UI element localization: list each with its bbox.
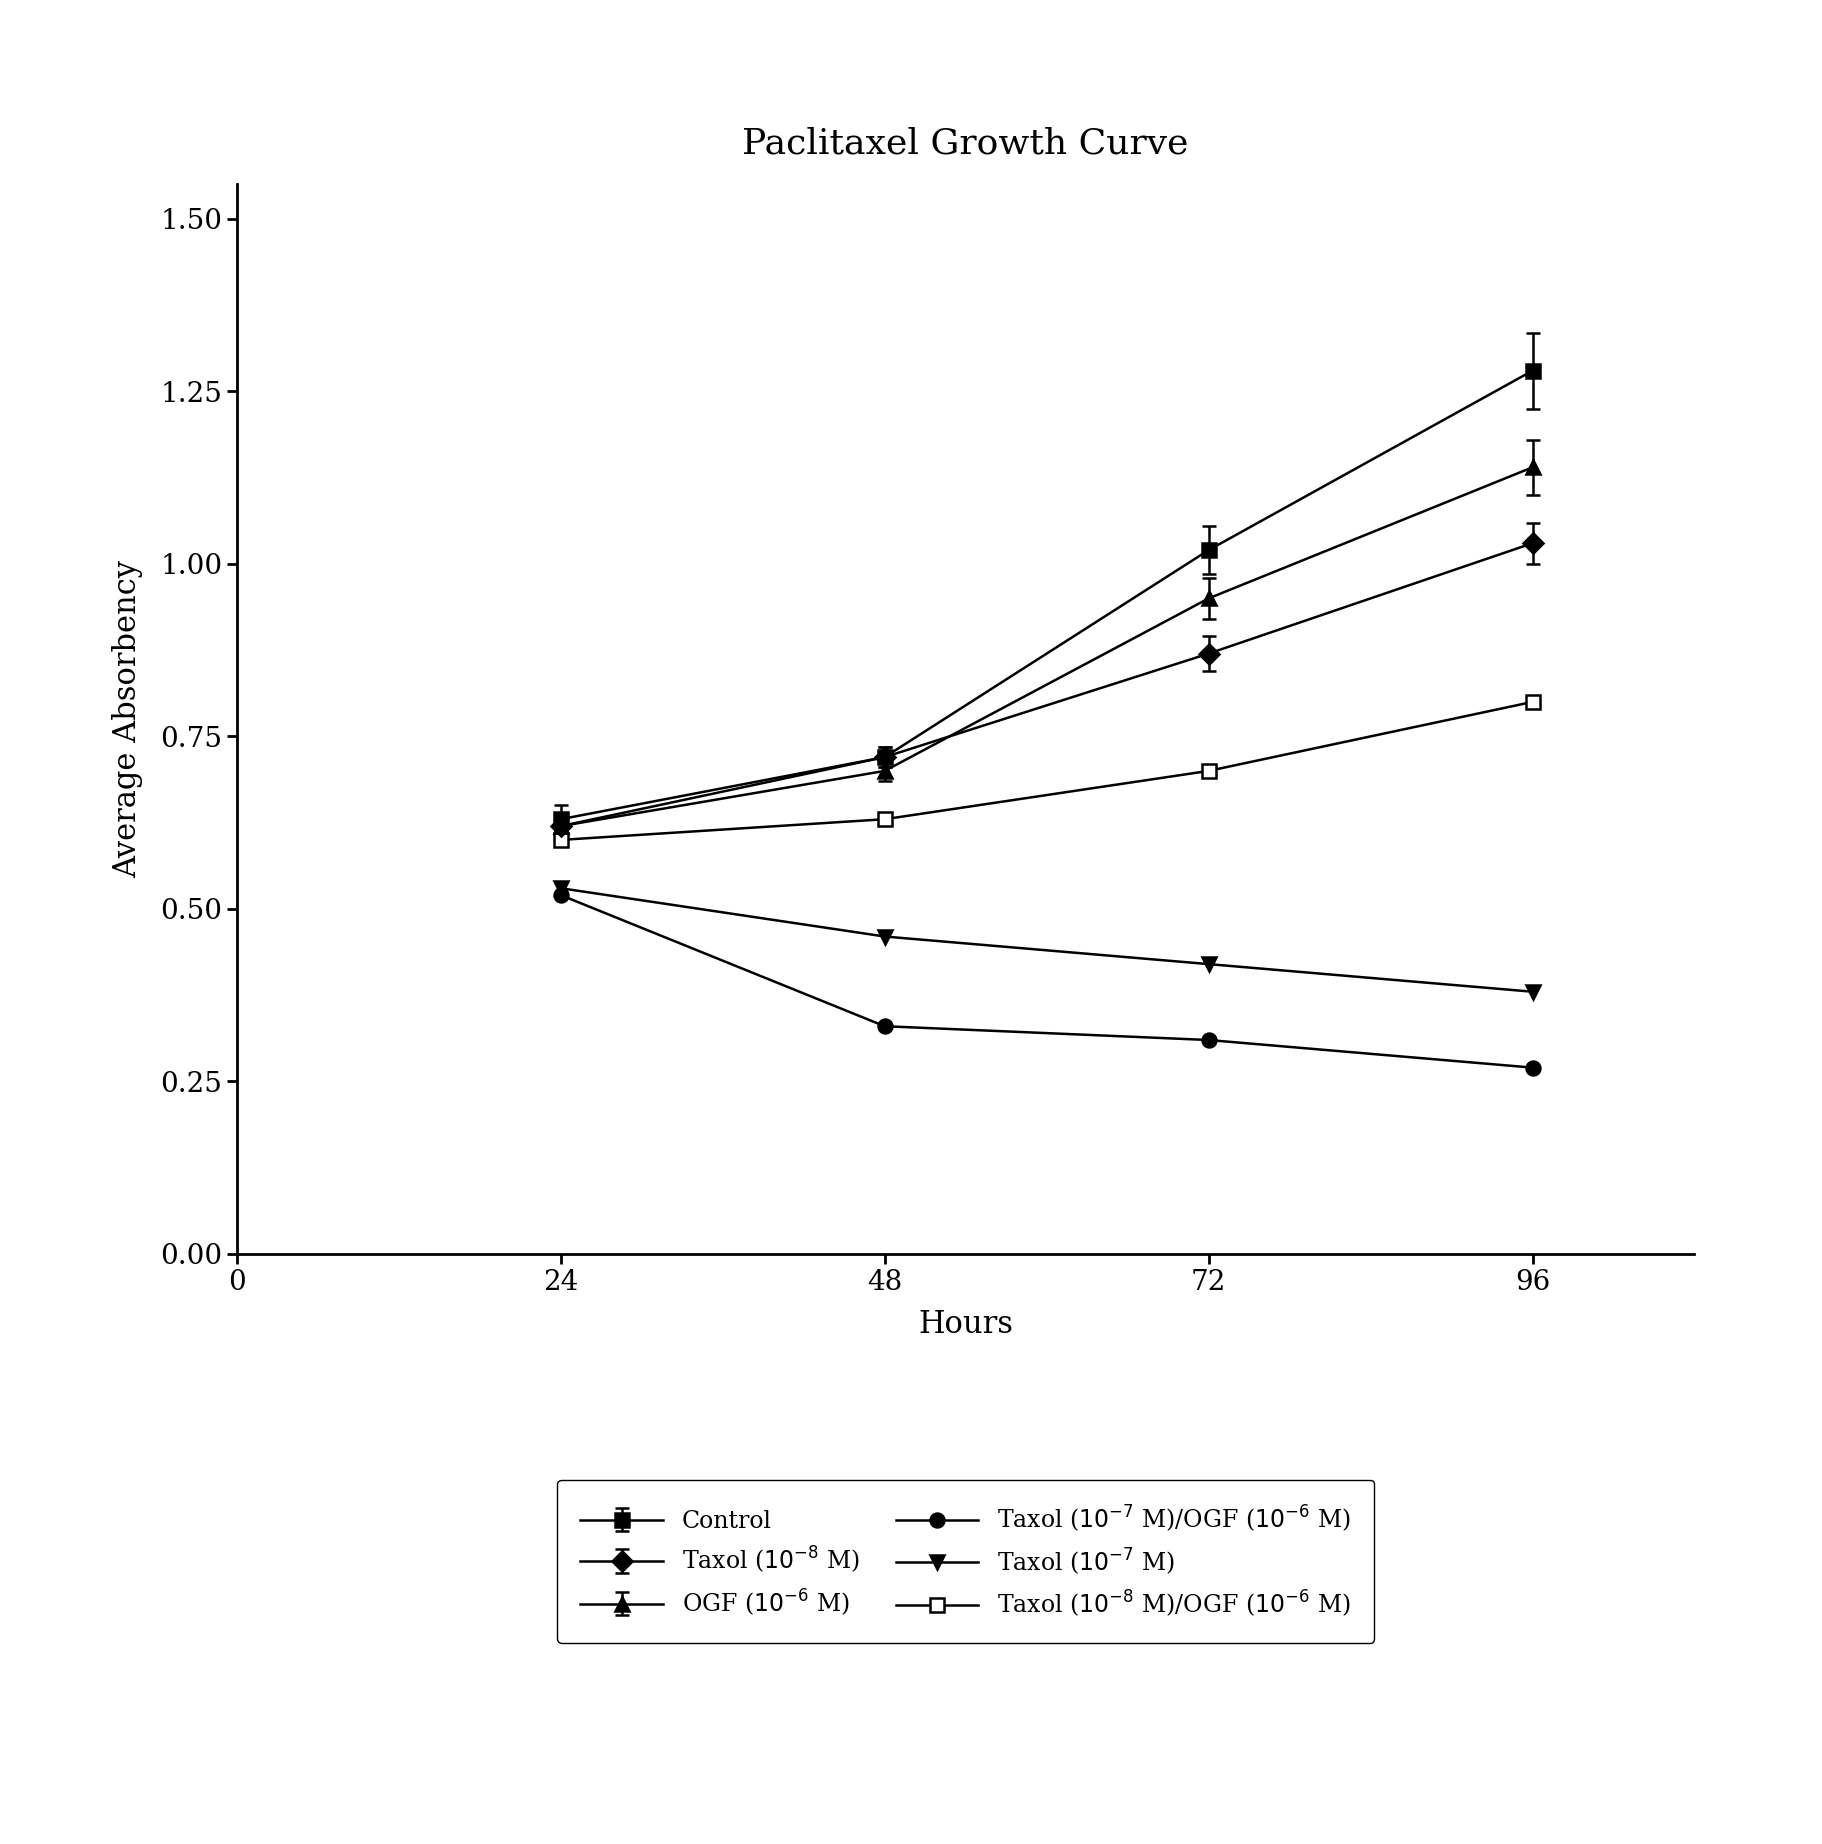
Legend: Control, Taxol ($10^{-8}$ M), OGF ($10^{-6}$ M), Taxol ($10^{-7}$ M)/OGF ($10^{-: Control, Taxol ($10^{-8}$ M), OGF ($10^{… bbox=[558, 1479, 1374, 1643]
X-axis label: Hours: Hours bbox=[918, 1309, 1013, 1341]
Taxol (10$^{-8}$ M)/OGF (10$^{-6}$ M) bbox=[1521, 692, 1543, 714]
Taxol (10$^{-7}$ M)/OGF (10$^{-6}$ M) bbox=[1521, 1057, 1543, 1079]
Taxol (10$^{-7}$ M)/OGF (10$^{-6}$ M) bbox=[875, 1016, 896, 1038]
Line: Taxol (10$^{-7}$ M): Taxol (10$^{-7}$ M) bbox=[554, 881, 1540, 999]
Taxol (10$^{-7}$ M) bbox=[1521, 981, 1543, 1003]
Taxol (10$^{-7}$ M)/OGF (10$^{-6}$ M) bbox=[1197, 1029, 1219, 1051]
Line: Taxol (10$^{-8}$ M)/OGF (10$^{-6}$ M): Taxol (10$^{-8}$ M)/OGF (10$^{-6}$ M) bbox=[554, 695, 1540, 846]
Line: Taxol (10$^{-7}$ M)/OGF (10$^{-6}$ M): Taxol (10$^{-7}$ M)/OGF (10$^{-6}$ M) bbox=[554, 889, 1540, 1075]
Taxol (10$^{-8}$ M)/OGF (10$^{-6}$ M) bbox=[1197, 760, 1219, 782]
Taxol (10$^{-7}$ M) bbox=[550, 878, 572, 900]
Y-axis label: Average Absorbency: Average Absorbency bbox=[113, 561, 144, 878]
Title: Paclitaxel Growth Curve: Paclitaxel Growth Curve bbox=[742, 127, 1190, 160]
Taxol (10$^{-8}$ M)/OGF (10$^{-6}$ M) bbox=[550, 828, 572, 850]
Taxol (10$^{-8}$ M)/OGF (10$^{-6}$ M) bbox=[875, 808, 896, 830]
Taxol (10$^{-7}$ M) bbox=[875, 926, 896, 948]
Taxol (10$^{-7}$ M)/OGF (10$^{-6}$ M) bbox=[550, 883, 572, 905]
Taxol (10$^{-7}$ M) bbox=[1197, 953, 1219, 975]
